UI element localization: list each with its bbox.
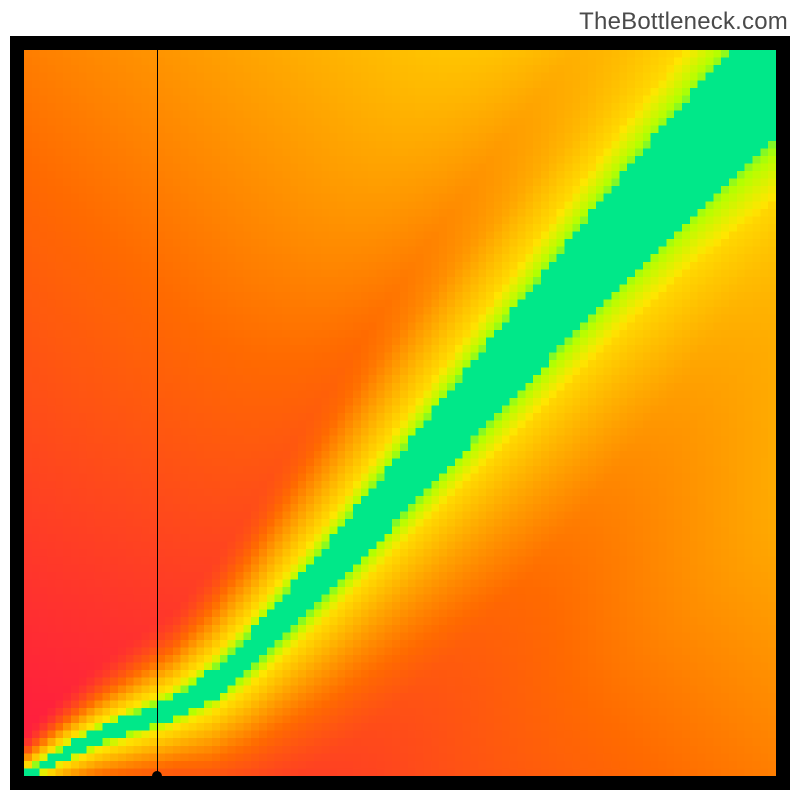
marker-dot xyxy=(152,771,162,781)
watermark-text: TheBottleneck.com xyxy=(579,8,788,36)
chart-container: TheBottleneck.com xyxy=(0,0,800,800)
marker-crosshair-vertical xyxy=(157,50,158,776)
plot-frame xyxy=(10,36,790,790)
marker-crosshair-horizontal xyxy=(24,776,157,777)
